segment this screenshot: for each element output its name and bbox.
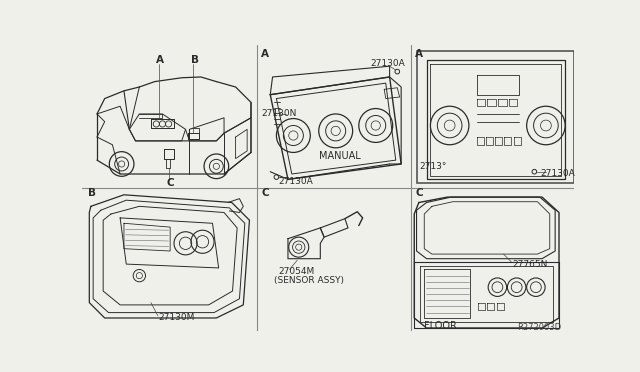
Text: B: B [191,55,199,65]
Text: 27054M: 27054M [278,267,314,276]
Bar [417,51,575,183]
Text: 27130A: 27130A [279,177,314,186]
Text: 27130A: 27130A [541,170,575,179]
Text: 27130N: 27130N [261,109,296,118]
Text: MANUAL: MANUAL [319,151,360,161]
Text: 27130A: 27130A [371,60,405,68]
Text: 2713°: 2713° [419,162,446,171]
Text: A: A [156,55,164,65]
Text: A: A [261,49,269,59]
Text: C: C [261,188,269,198]
Text: 27765N: 27765N [513,260,548,269]
Text: FLOOR: FLOOR [424,321,457,331]
Text: (SENSOR ASSY): (SENSOR ASSY) [274,276,344,285]
Text: R272003D: R272003D [516,324,561,333]
Text: C: C [166,178,174,188]
Text: C: C [415,188,422,198]
Text: B: B [88,188,96,198]
Text: 27130M: 27130M [159,314,195,323]
Text: A: A [415,49,423,59]
